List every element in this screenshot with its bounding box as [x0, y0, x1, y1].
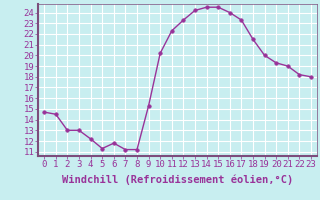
X-axis label: Windchill (Refroidissement éolien,°C): Windchill (Refroidissement éolien,°C)	[62, 175, 293, 185]
